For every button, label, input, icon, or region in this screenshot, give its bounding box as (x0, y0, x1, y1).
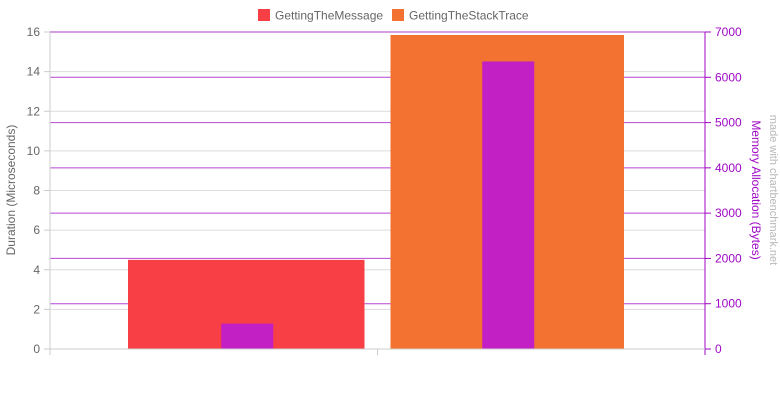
right-tick-label: 2000 (715, 251, 742, 265)
bars (128, 34, 624, 350)
legend-item-gettingthemessage[interactable]: GettingTheMessage (258, 9, 383, 23)
right-tick-label: 1000 (715, 297, 742, 311)
right-tick-label: 5000 (715, 116, 742, 130)
left-tick-label: 4 (33, 263, 40, 277)
watermark: made with chartbenchmark.net (767, 115, 779, 265)
legend-swatch-gettingthestacktrace (392, 9, 404, 21)
legend: GettingTheMessage GettingTheStackTrace (258, 9, 529, 23)
left-tick-label: 2 (33, 302, 40, 316)
right-tick-label: 4000 (715, 161, 742, 175)
left-tick-label: 12 (27, 104, 41, 118)
legend-label-gettingthemessage: GettingTheMessage (275, 9, 383, 23)
legend-label-gettingthestacktrace: GettingTheStackTrace (409, 9, 529, 23)
left-tick-label: 8 (33, 184, 40, 198)
right-tick-label: 6000 (715, 70, 742, 84)
left-axis-ticks: 0 2 4 6 8 10 12 14 16 (27, 25, 50, 356)
bar-memory-gettingthestacktrace[interactable] (482, 61, 535, 349)
legend-swatch-gettingthemessage (258, 9, 270, 21)
left-tick-label: 0 (33, 342, 40, 356)
left-tick-label: 16 (27, 25, 41, 39)
bar-memory-gettingthemessage[interactable] (221, 323, 274, 349)
y-axis-right-label: Memory Allocation (Bytes) (749, 120, 763, 259)
right-tick-label: 7000 (715, 25, 742, 39)
right-axis-ticks: 0 1000 2000 3000 4000 5000 6000 7000 (705, 25, 742, 356)
legend-item-gettingthestacktrace[interactable]: GettingTheStackTrace (392, 9, 529, 23)
y-axis-left-label: Duration (Microseconds) (4, 125, 18, 256)
left-tick-label: 14 (27, 65, 41, 79)
left-tick-label: 6 (33, 223, 40, 237)
right-tick-label: 0 (715, 342, 722, 356)
right-tick-label: 3000 (715, 206, 742, 220)
axes (49, 32, 706, 355)
left-tick-label: 10 (27, 144, 41, 158)
